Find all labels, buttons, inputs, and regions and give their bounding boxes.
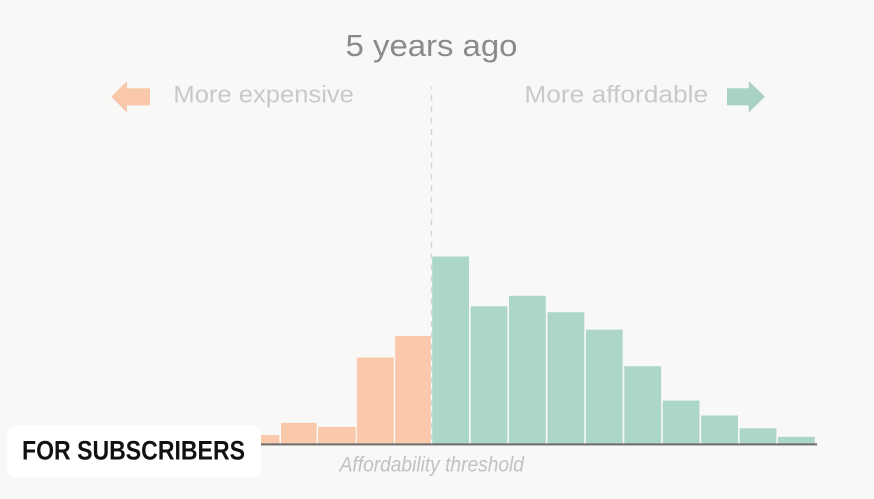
- svg-text:5 years ago: 5 years ago: [346, 28, 518, 63]
- svg-text:FOR SUBSCRIBERS: FOR SUBSCRIBERS: [22, 436, 245, 466]
- svg-text:More expensive: More expensive: [173, 82, 354, 109]
- svg-text:Affordability threshold: Affordability threshold: [338, 453, 525, 476]
- svg-text:More affordable: More affordable: [524, 82, 708, 109]
